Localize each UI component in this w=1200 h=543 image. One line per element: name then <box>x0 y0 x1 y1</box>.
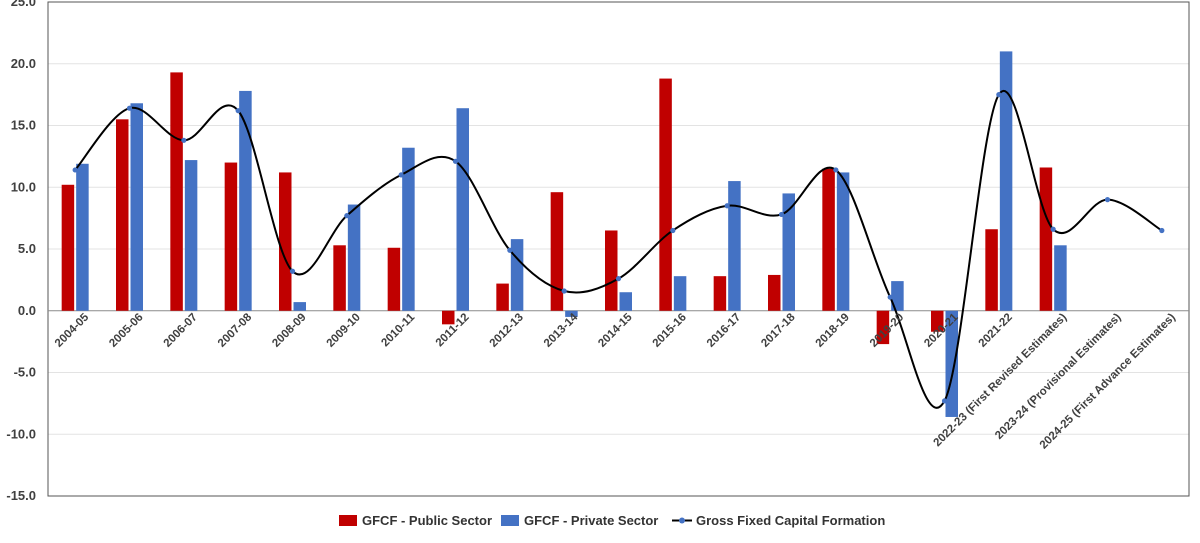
y-tick-label: 5.0 <box>18 241 36 256</box>
x-tick-label: 2007-08 <box>216 311 255 350</box>
gfcf-point-2006-07 <box>181 137 187 143</box>
gfcf-point-2013-14 <box>561 288 567 294</box>
bar-public-2008-09 <box>279 172 292 311</box>
y-tick-label: 25.0 <box>11 0 36 9</box>
bar-public-2014-15 <box>605 230 618 311</box>
bar-public-2011-12 <box>442 310 455 325</box>
plot-frame <box>47 1 1190 497</box>
y-tick-label: 0.0 <box>18 303 36 318</box>
bar-private-2004-05 <box>76 163 89 311</box>
bar-private-2010-11 <box>402 147 415 311</box>
gfcf-point-2024-25 <box>1159 227 1165 234</box>
gfcf-point-2022-23 <box>1050 226 1056 232</box>
y-tick-label: 15.0 <box>11 118 36 133</box>
x-tick-label: 2014-15 <box>596 311 635 350</box>
legend-marker-gfcf <box>679 517 685 524</box>
gfcf-point-2015-16 <box>670 227 676 234</box>
gfcf-point-2020-21 <box>941 398 948 404</box>
bar-public-2018-19 <box>822 168 835 311</box>
y-tick-label: -15.0 <box>6 488 36 503</box>
bar-public-2010-11 <box>387 247 401 311</box>
gfcf-point-2019-20 <box>887 294 893 300</box>
gfcf-point-2008-09 <box>289 268 296 274</box>
bar-public-2009-10 <box>333 245 346 311</box>
gfcf-point-2021-22 <box>996 92 1002 98</box>
x-tick-label: 2021-22 <box>977 311 1015 349</box>
bar-private-2011-12 <box>456 108 469 311</box>
legend: GFCF - Public Sector GFCF - Private Sect… <box>339 513 885 528</box>
gfcf-line-path <box>74 90 1163 409</box>
gfcf-point-2011-12 <box>452 158 459 164</box>
legend-swatch-private <box>501 515 519 526</box>
bar-public-2006-07 <box>170 72 183 311</box>
x-tick-label: 2016-17 <box>705 311 743 349</box>
bar-private-2014-15 <box>619 292 632 311</box>
bar-private-2022-23 <box>1054 245 1067 311</box>
gfcf-point-2005-06 <box>126 105 133 111</box>
x-tick-label: 2010-11 <box>379 311 417 349</box>
gfcf-point-2009-10 <box>344 213 350 219</box>
bar-public-2015-16 <box>659 78 672 311</box>
bar-public-2020-21 <box>931 310 944 332</box>
bar-public-2007-08 <box>224 162 238 311</box>
bar-private-2007-08 <box>239 90 252 311</box>
gfcf-point-2007-08 <box>235 108 241 114</box>
legend-label-gfcf: Gross Fixed Capital Formation <box>696 513 885 528</box>
legend-label-private: GFCF - Private Sector <box>524 513 658 528</box>
legend-label-public: GFCF - Public Sector <box>362 513 492 528</box>
bar-private-2008-09 <box>293 302 306 311</box>
x-tick-label: 2008-09 <box>270 311 308 349</box>
bar-private-2006-07 <box>184 160 198 311</box>
y-tick-label: 20.0 <box>11 56 36 71</box>
gfcf-point-2018-19 <box>833 167 839 173</box>
bars <box>61 51 1067 417</box>
x-tick-label: 2015-16 <box>651 311 689 349</box>
y-tick-label: 10.0 <box>11 179 36 194</box>
x-tick-label: 2018-19 <box>814 311 852 349</box>
gfcf-line <box>72 90 1165 409</box>
x-tick-label: 2013-14 <box>542 311 581 350</box>
y-tick-label: -5.0 <box>14 365 36 380</box>
x-tick-label: 2012-13 <box>488 311 526 349</box>
gfcf-point-2016-17 <box>724 203 730 209</box>
y-axis: -15.0 -10.0 -5.0 0.0 5.0 10.0 15.0 20.0 25.0 <box>6 0 36 503</box>
bar-public-2017-18 <box>768 274 781 311</box>
gfcf-point-2012-13 <box>507 247 513 253</box>
bar-public-2021-22 <box>985 229 998 311</box>
bar-private-2019-20 <box>891 281 904 311</box>
gfcf-point-2014-15 <box>615 276 622 282</box>
bar-private-2021-22 <box>999 51 1013 311</box>
bar-private-2015-16 <box>673 276 687 311</box>
y-tick-label: -10.0 <box>6 426 36 441</box>
legend-swatch-public <box>339 515 357 526</box>
x-axis: 2004-05 2005-06 2006-07 2007-08 2008-09 2009-… <box>53 311 1178 452</box>
x-tick-label: 2004-05 <box>53 311 92 350</box>
x-tick-label: 2005-06 <box>107 311 145 349</box>
gfcf-point-2023-24 <box>1104 197 1111 203</box>
bar-private-2013-14 <box>565 310 578 317</box>
gfcf-point-2017-18 <box>778 211 785 218</box>
gridlines <box>47 1 1190 497</box>
bar-public-2019-20 <box>876 310 890 345</box>
bar-public-2022-23 <box>1039 167 1053 311</box>
x-tick-label: 2009-10 <box>325 311 363 349</box>
bar-public-2012-13 <box>496 283 509 311</box>
bar-public-2005-06 <box>116 119 129 311</box>
bar-public-2013-14 <box>550 192 564 311</box>
bar-private-2018-19 <box>836 172 850 311</box>
x-tick-label: 2006-07 <box>162 311 200 349</box>
bar-private-2016-17 <box>728 181 741 311</box>
gfcf-point-2004-05 <box>72 167 78 173</box>
bar-private-2017-18 <box>782 193 795 311</box>
x-tick-label: 2017-18 <box>759 311 798 350</box>
bar-private-2009-10 <box>347 204 361 311</box>
bar-private-2005-06 <box>130 103 143 311</box>
bar-public-2004-05 <box>61 184 75 311</box>
bar-private-2012-13 <box>510 239 524 311</box>
bar-public-2016-17 <box>713 276 727 311</box>
gfcf-point-2010-11 <box>398 172 404 178</box>
